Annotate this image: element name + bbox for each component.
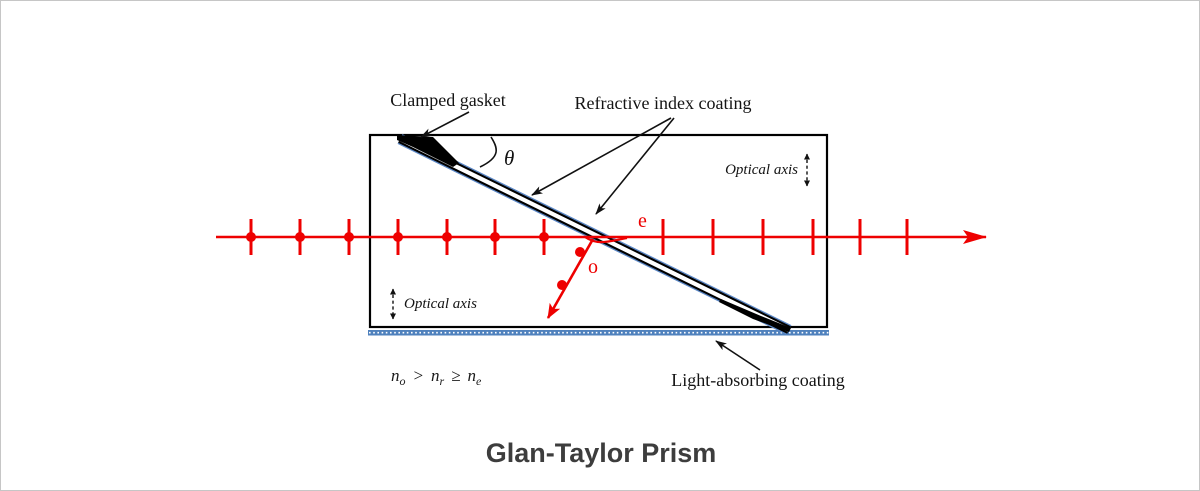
gasket-top-blob — [397, 135, 459, 167]
theta-label: θ — [504, 146, 514, 170]
o-ray — [546, 238, 595, 319]
e-ray-label: e — [638, 210, 647, 232]
light-absorbing-coating-arrow — [715, 340, 761, 371]
clamped-gasket-arrow — [420, 111, 470, 138]
light-absorbing-coating-strip — [368, 330, 829, 336]
e-ray-polarization-marks — [661, 219, 909, 255]
clamped-gasket-label: Clamped gasket — [390, 90, 505, 110]
air-gap-diagonal — [397, 134, 792, 335]
refractive-index-coating-label: Refractive index coating — [575, 93, 752, 113]
optical-axis-label-bottom: Optical axis — [404, 296, 477, 312]
refractive-coating-arrow-right — [595, 117, 675, 215]
gasket-bottom-blob — [719, 299, 791, 332]
ray-gap-deflection — [584, 236, 628, 244]
prism-outline — [368, 133, 829, 329]
o-ray-label: o — [588, 256, 598, 278]
theta-arc — [479, 136, 497, 168]
refractive-coating-arrow-left — [531, 117, 672, 196]
input-polarization-dots — [246, 232, 549, 242]
light-absorbing-coating-label: Light-absorbing coating — [671, 370, 844, 390]
incident-ray — [216, 219, 987, 255]
optical-axis-label-top: Optical axis — [725, 162, 798, 178]
index-inequality-formula: no > nr ≥ ne — [391, 366, 482, 388]
diagram-title: Glan-Taylor Prism — [486, 438, 717, 468]
